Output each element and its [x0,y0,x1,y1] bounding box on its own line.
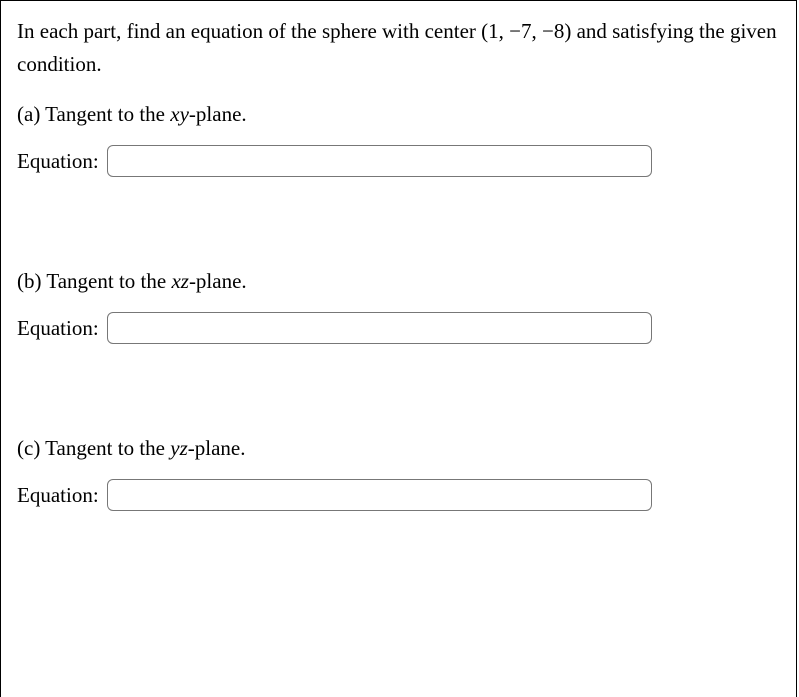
part-a-prefix: (a) Tangent to the [17,102,170,126]
part-c-label: (c) Tangent to the yz-plane. [17,436,780,461]
equation-label-b: Equation: [17,316,99,341]
part-b-suffix: -plane. [189,269,247,293]
part-a-suffix: -plane. [189,102,247,126]
equation-input-b[interactable] [107,312,652,344]
part-c-prefix: (c) Tangent to the [17,436,170,460]
part-b-plane-var: xz [171,269,189,293]
part-a-equation-row: Equation: [17,145,780,177]
equation-label-c: Equation: [17,483,99,508]
part-a-label: (a) Tangent to the xy-plane. [17,102,780,127]
part-b-label: (b) Tangent to the xz-plane. [17,269,780,294]
part-c-equation-row: Equation: [17,479,780,511]
equation-label-a: Equation: [17,149,99,174]
part-c-plane-var: yz [170,436,188,460]
part-b-prefix: (b) Tangent to the [17,269,171,293]
equation-input-c[interactable] [107,479,652,511]
part-a: (a) Tangent to the xy-plane. Equation: [17,102,780,177]
part-b: (b) Tangent to the xz-plane. Equation: [17,269,780,344]
problem-container: In each part, find an equation of the sp… [0,0,797,697]
equation-input-a[interactable] [107,145,652,177]
problem-intro: In each part, find an equation of the sp… [17,15,780,80]
part-a-plane-var: xy [170,102,189,126]
part-c: (c) Tangent to the yz-plane. Equation: [17,436,780,511]
part-b-equation-row: Equation: [17,312,780,344]
part-c-suffix: -plane. [188,436,246,460]
